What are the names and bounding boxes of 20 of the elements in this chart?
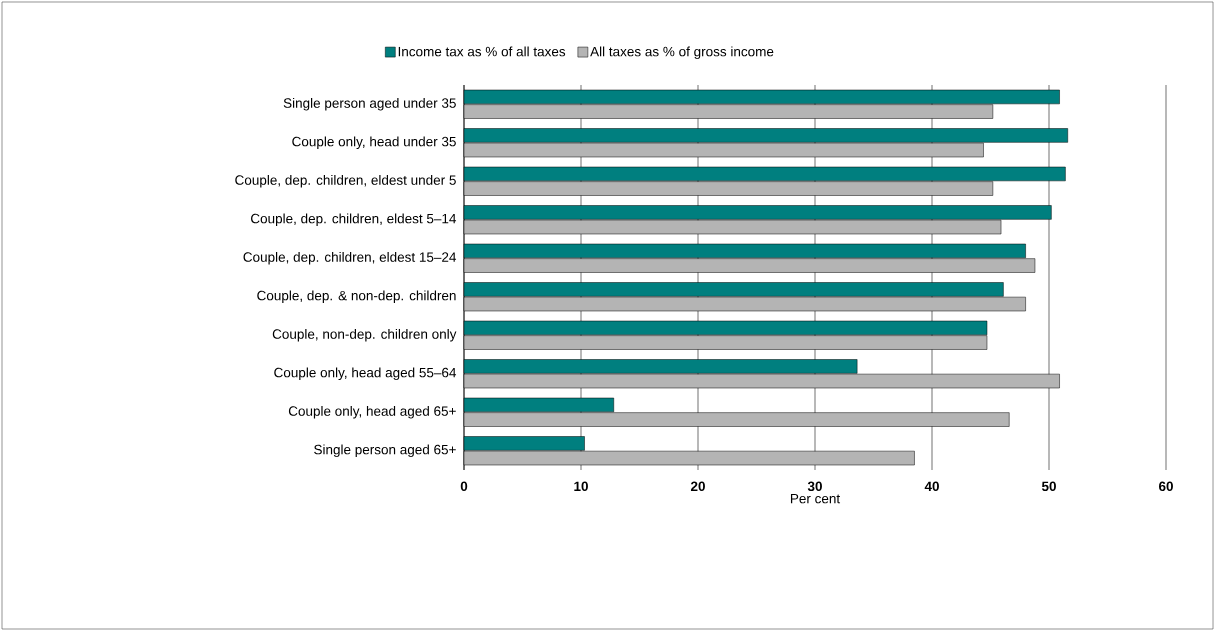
x-tick-label: 10 [574, 481, 588, 492]
y-tick-label: Couple only, head aged 55–64 [274, 367, 457, 381]
x-tick-label: 60 [1159, 481, 1173, 492]
y-tick-label: Single person aged 65+ [314, 444, 456, 458]
y-tick-label: Couple only, head aged 65+ [288, 405, 456, 419]
y-tick-label: Single person aged under 35 [283, 97, 456, 111]
legend-label: All taxes as % of gross income [590, 46, 774, 60]
y-tick-label: Couple, dep. children, eldest under 5 [235, 174, 456, 188]
x-tick-label: 0 [460, 481, 468, 492]
y-tick-label: Couple, dep. children, eldest 15–24 [243, 251, 457, 265]
x-tick-label: 30 [807, 481, 822, 492]
y-tick-label: Couple, non-dep. children only [272, 328, 457, 342]
y-tick-label: Couple, dep. & non-dep. children [257, 290, 456, 304]
x-tick-label: 50 [1041, 481, 1056, 492]
y-tick-label: Couple only, head under 35 [292, 136, 456, 150]
x-axis-title: Per cent [790, 493, 841, 504]
y-tick-label: Couple, dep. children, eldest 5–14 [251, 213, 457, 227]
x-tick-label: 20 [690, 481, 705, 492]
x-tick-label: 40 [924, 481, 939, 492]
legend-label: Income tax as % of all taxes [398, 46, 566, 57]
